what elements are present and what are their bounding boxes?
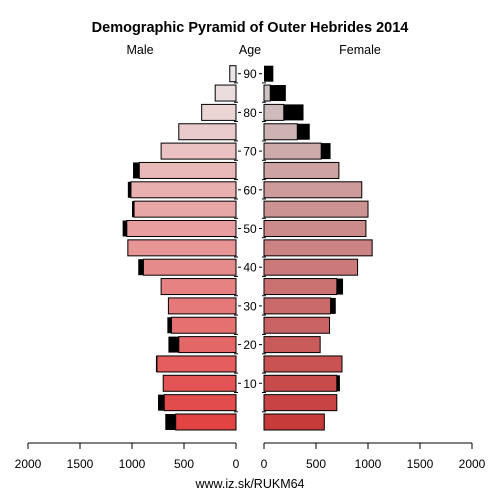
male-x-tick-label: 1000	[119, 457, 146, 471]
female-x-tick-label: 500	[306, 457, 326, 471]
female-bars	[263, 65, 373, 431]
age-tick-label: 90	[243, 67, 257, 81]
female-excess-80-84	[283, 104, 304, 121]
footer-url: www.iz.sk/RUKM64	[194, 477, 304, 491]
male-bar-45-49	[127, 239, 237, 257]
age-label: Age	[239, 43, 261, 57]
male-bar-55-59	[133, 200, 237, 218]
female-excess-70-74	[321, 143, 331, 160]
male-bar-40-44	[142, 258, 237, 276]
female-bar-25-29	[263, 316, 331, 334]
male-bar-85-89	[214, 84, 237, 102]
male-x-tick-label: 2000	[15, 457, 42, 471]
age-axis: 10 20 30 40 50 60 70 80 90	[234, 67, 266, 413]
male-bar-20-24	[178, 336, 237, 354]
male-bar-5-9	[163, 394, 237, 412]
female-bar-10-14	[263, 374, 338, 392]
male-bars	[122, 65, 237, 431]
female-excess-35-39	[336, 278, 344, 295]
male-bar-60-64	[130, 181, 237, 199]
chart-title: Demographic Pyramid of Outer Hebrides 20…	[92, 20, 409, 36]
male-bar-75-79	[178, 123, 237, 141]
female-x-tick-label: 2000	[459, 457, 486, 471]
male-x-tick-label: 500	[174, 457, 194, 471]
female-bar-5-9	[263, 394, 338, 412]
female-bar-20-24	[263, 336, 321, 354]
male-bar-90+	[229, 65, 237, 83]
male-label: Male	[126, 43, 153, 57]
male-x-tick-label: 1500	[67, 457, 94, 471]
female-bar-60-64	[263, 181, 363, 199]
male-excess-65-69	[133, 162, 140, 179]
female-bar-65-69	[263, 161, 340, 179]
female-x-tick-label: 1500	[407, 457, 434, 471]
male-bar-0-4	[175, 413, 237, 431]
female-bar-0-4	[263, 413, 325, 431]
female-label: Female	[339, 43, 381, 57]
male-excess-50-54	[122, 220, 127, 237]
male-bar-25-29	[171, 316, 237, 334]
male-bar-35-39	[160, 278, 237, 296]
male-bar-50-54	[126, 220, 237, 237]
male-excess-55-59	[132, 201, 135, 218]
female-excess-90+	[264, 65, 274, 82]
age-tick-label: 50	[243, 222, 257, 236]
x-axes: 2000 1500 1000 500 0 0 500 1000 1500 2000	[15, 442, 486, 471]
female-bar-45-49	[263, 239, 373, 257]
female-bar-80-84	[263, 103, 285, 121]
male-excess-25-29	[167, 317, 172, 334]
age-tick-label: 60	[243, 183, 257, 197]
male-bar-70-74	[160, 142, 237, 160]
age-tick-label: 10	[243, 377, 257, 391]
female-bar-75-79	[263, 123, 298, 141]
male-excess-20-24	[168, 336, 179, 353]
female-bar-55-59	[263, 200, 369, 218]
male-excess-0-4	[165, 414, 176, 430]
female-excess-75-79	[297, 123, 310, 140]
female-bar-15-19	[263, 355, 343, 373]
age-tick-label: 30	[243, 299, 257, 313]
female-bar-40-44	[263, 258, 359, 276]
female-x-tick-label: 1000	[355, 457, 382, 471]
age-tick-label: 40	[243, 261, 257, 275]
female-excess-85-89	[270, 85, 286, 102]
male-bar-65-69	[138, 161, 237, 179]
male-bar-10-14	[162, 374, 237, 392]
male-excess-5-9	[158, 394, 165, 411]
male-excess-40-44	[138, 259, 144, 276]
age-tick-label: 20	[243, 338, 257, 352]
male-excess-15-19	[155, 355, 157, 372]
age-tick-label: 80	[243, 106, 257, 120]
age-tick-label: 70	[243, 145, 257, 159]
male-bar-30-34	[167, 297, 237, 315]
female-excess-30-34	[330, 297, 336, 314]
male-bar-15-19	[156, 355, 237, 373]
female-bar-70-74	[263, 142, 322, 160]
female-bar-50-54	[263, 220, 367, 237]
female-excess-10-14	[336, 375, 340, 392]
female-bar-35-39	[263, 278, 338, 296]
female-x-tick-label: 0	[261, 457, 268, 471]
female-bar-30-34	[263, 297, 332, 315]
male-bar-80-84	[201, 103, 237, 121]
male-excess-60-64	[127, 181, 131, 198]
male-x-tick-label: 0	[233, 457, 240, 471]
female-bar-85-89	[263, 84, 271, 102]
